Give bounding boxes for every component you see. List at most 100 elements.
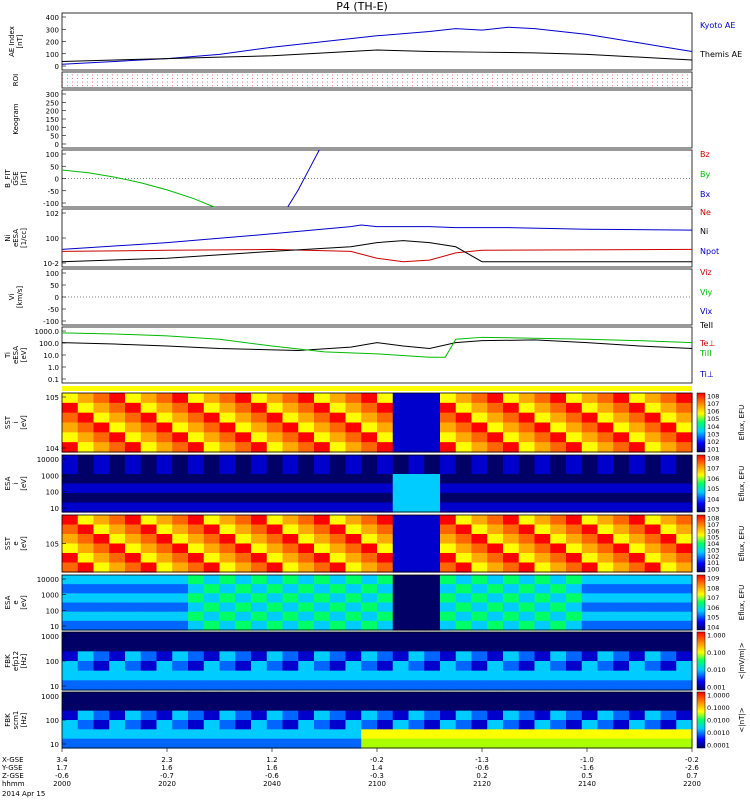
spectrogram-cell <box>440 534 457 545</box>
spectrogram-cell <box>156 393 173 404</box>
spectrogram-cell <box>266 632 284 643</box>
spectrogram-cell <box>644 641 662 652</box>
spectrogram-cell <box>613 432 630 443</box>
spectrogram-cell <box>203 493 221 504</box>
spectrogram-cell <box>392 393 410 404</box>
spectrogram-cell <box>298 620 315 631</box>
spectrogram-cell <box>125 738 142 749</box>
spectrogram-cell <box>455 641 473 652</box>
spectrogram-cell <box>282 455 299 466</box>
spectrogram-cell <box>629 412 646 424</box>
spectrogram-cell <box>644 483 662 494</box>
spectrogram-cell <box>361 641 378 652</box>
spectrogram-cell <box>644 432 662 443</box>
spectrogram-cell <box>534 455 551 466</box>
spectrogram-cell <box>424 602 441 613</box>
spectrogram-cell <box>314 611 331 622</box>
spectrogram-cell <box>518 632 536 643</box>
spectrogram-cell <box>140 602 158 613</box>
spectrogram-cell <box>77 720 95 730</box>
spectrogram-cell <box>345 611 362 622</box>
spectrogram-cell <box>597 534 614 545</box>
spectrogram-cell <box>172 632 189 643</box>
spectrogram-cell <box>581 474 599 485</box>
spectrogram-cell <box>251 729 268 740</box>
spectrogram-cell <box>534 641 551 652</box>
spectrogram-cell <box>109 515 126 526</box>
spectrogram-cell <box>518 593 536 604</box>
spectrogram-cell <box>109 562 126 573</box>
spectrogram-cell <box>424 632 441 643</box>
spectrogram-cell <box>440 553 457 564</box>
spectrogram-cell <box>298 502 315 513</box>
spectrogram-cell <box>424 524 441 535</box>
spectrogram-cell <box>503 515 520 526</box>
spectrogram-cell <box>282 474 299 485</box>
x-tick-label: 2.3 <box>161 756 172 764</box>
spectrogram-cell <box>314 455 331 466</box>
spectrogram-cell <box>518 515 536 526</box>
spectrogram-cell <box>203 720 221 730</box>
spectrogram-cell <box>455 710 473 721</box>
spectrogram-cell <box>93 442 110 453</box>
spectrogram-cell <box>503 720 520 730</box>
spectrogram-cell <box>455 584 473 594</box>
spectrogram-cell <box>613 442 630 453</box>
spectrogram-cell <box>660 620 677 631</box>
spectrogram-cell <box>172 442 189 453</box>
spectrogram-cell <box>408 670 425 681</box>
spectrogram-cell <box>314 641 331 652</box>
colorbar-tick: 0.1000 <box>707 704 730 712</box>
spectrogram-cell <box>219 534 236 545</box>
spectrogram-cell <box>392 402 410 414</box>
spectrogram-cell <box>408 611 425 622</box>
spectrogram-cell <box>613 524 630 535</box>
spectrogram-cell <box>62 432 79 443</box>
spectrogram-cell <box>140 670 158 681</box>
spectrogram-cell <box>471 562 488 573</box>
spectrogram-cell <box>156 402 173 414</box>
spectrogram-cell <box>660 502 677 513</box>
spectrogram-cell <box>172 524 189 535</box>
spectrogram-cell <box>597 474 614 485</box>
spectrogram-cell <box>440 584 457 594</box>
series-line-TeII <box>61 339 693 351</box>
spectrogram-cell <box>660 402 677 414</box>
spectrogram-cell <box>644 402 662 414</box>
spectrogram-cell <box>329 464 347 475</box>
spectrogram-cell <box>487 584 504 594</box>
spectrogram-cell <box>361 729 378 740</box>
spectrogram-cell <box>487 670 504 681</box>
spectrogram-cell <box>534 661 551 672</box>
y-axis-label: eESA <box>12 229 20 247</box>
spectrogram-cell <box>345 720 362 730</box>
spectrogram-cell <box>550 710 567 721</box>
spectrogram-cell <box>314 584 331 594</box>
spectrogram-cell <box>62 738 79 749</box>
spectrogram-cell <box>392 661 410 672</box>
spectrogram-cell <box>455 738 473 749</box>
spectrogram-cell <box>62 701 79 712</box>
spectrogram-cell <box>345 701 362 712</box>
y-tick-label: 10000 <box>37 576 59 584</box>
spectrogram-cell <box>282 710 299 721</box>
spectrogram-cell <box>503 661 520 672</box>
spectrogram-cell <box>377 670 394 681</box>
spectrogram-cell <box>140 584 158 594</box>
spectrogram-cell <box>93 661 110 672</box>
spectrogram-cell <box>77 464 95 475</box>
spectrogram-cell <box>676 393 693 404</box>
spectrogram-cell <box>534 651 551 662</box>
spectrogram-cell <box>408 432 425 443</box>
spectrogram-cell <box>581 524 599 535</box>
spectrogram-cell <box>455 543 473 554</box>
spectrogram-cell <box>408 620 425 631</box>
spectrogram-cell <box>172 593 189 604</box>
spectrogram-cell <box>361 575 378 585</box>
spectrogram-cell <box>345 402 362 414</box>
spectrogram-cell <box>534 502 551 513</box>
y-tick-label: 10 <box>50 683 59 691</box>
spectrogram-cell <box>550 584 567 594</box>
spectrogram-cell <box>266 729 284 740</box>
